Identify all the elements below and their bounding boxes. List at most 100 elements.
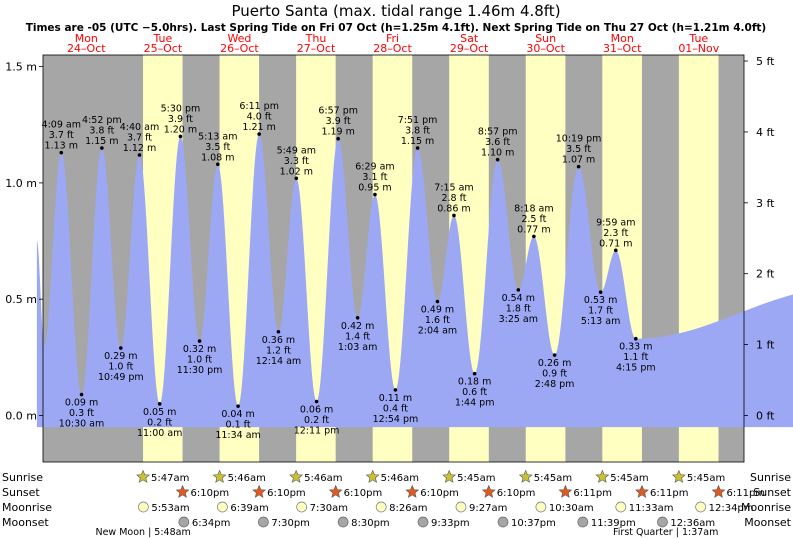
y-right-tick-label: 5 ft (756, 55, 775, 68)
low-tide-label: 0.36 m (262, 335, 295, 346)
high-tide-label: 1.10 m (481, 148, 514, 159)
day-header-date: 27–Oct (297, 42, 336, 55)
moonrise-row-label-right: Moonrise (741, 501, 791, 514)
low-tide-point-14 (314, 399, 319, 404)
high-tide-point-3 (100, 146, 104, 150)
sunrise-time: 5:46am (304, 473, 342, 484)
y-right-tick-label: 0 ft (756, 409, 775, 422)
sunset-star-icon (635, 484, 649, 498)
sunset-star-icon (328, 484, 343, 498)
low-tide-point-10 (236, 404, 240, 408)
sunrise-time: 5:45am (687, 473, 725, 484)
sunrise-time: 5:45am (534, 473, 572, 484)
y-left-tick-label: 1.5 m (5, 61, 37, 74)
day-header-date: 28–Oct (373, 42, 412, 55)
low-tide-point-4 (119, 346, 123, 350)
sunrise-star-icon (212, 469, 227, 483)
high-tide-label: 1.19 m (321, 127, 354, 138)
low-tide-label: 1.7 ft (588, 306, 613, 317)
day-header-date: 31–Oct (603, 42, 642, 55)
high-tide-label: 3.5 ft (566, 144, 591, 155)
sunset-row-label-left: Sunset (2, 486, 40, 499)
high-tide-label: 5:30 pm (161, 103, 201, 114)
low-tide-label: 0.09 m (65, 398, 98, 409)
low-tide-label: 1.2 ft (266, 345, 291, 356)
low-tide-label: 0.33 m (619, 342, 652, 353)
sunset-time: 6:11pm (650, 488, 689, 499)
moonrise-time: 8:26am (389, 503, 427, 514)
high-tide-label: 3.8 ft (89, 126, 114, 137)
low-tide-label: 4:15 pm (616, 363, 656, 374)
sunrise-time: 5:46am (381, 473, 419, 484)
moonrise-time: 6:39am (230, 503, 268, 514)
sunrise-time: 5:47am (151, 473, 189, 484)
high-tide-label: 3.8 ft (405, 126, 430, 137)
low-tide-point-26 (552, 353, 557, 357)
low-tide-label: 0.49 m (421, 305, 454, 316)
day-header-dow: Fri (386, 32, 399, 45)
moon-phase-label: New Moon | 5:48am (95, 527, 190, 538)
low-tide-label: 0.1 ft (226, 420, 251, 431)
low-tide-label: 0.32 m (183, 344, 216, 355)
low-tide-label: 11:34 am (215, 430, 260, 441)
low-tide-label: 1:44 pm (455, 398, 495, 409)
sunrise-star-icon (595, 469, 610, 483)
high-tide-label: 5:13 am (198, 131, 237, 142)
sunrise-star-icon (136, 469, 150, 483)
sunrise-time: 5:45am (610, 473, 648, 484)
low-tide-label: 0.2 ft (147, 417, 172, 428)
low-tide-point-2 (79, 392, 84, 397)
y-left-tick-label: 0.0 m (5, 409, 37, 422)
low-tide-point-8 (197, 339, 202, 343)
high-tide-label: 3.3 ft (284, 156, 309, 167)
low-tide-point-22 (472, 371, 477, 376)
moonset-icon (337, 516, 349, 528)
low-tide-label: 12:11 pm (294, 426, 340, 437)
low-tide-label: 0.3 ft (69, 408, 94, 419)
day-headers: Mon24–OctTue25–OctWed26–OctThu27–OctFri2… (67, 32, 720, 55)
low-tide-label: 1.6 ft (425, 315, 450, 326)
moonrise-time: 10:30am (549, 503, 594, 514)
high-tide-point-15 (336, 136, 340, 141)
high-tide-point-9 (216, 162, 220, 167)
moonset-time: 12:36am (670, 518, 715, 529)
moonset-time: 9:33pm (431, 518, 470, 529)
day-header-dow: Wed (227, 32, 251, 45)
high-tide-point-27 (576, 164, 581, 169)
low-tide-point-28 (598, 290, 603, 295)
sunset-star-icon (481, 484, 496, 498)
sunset-star-icon (405, 484, 420, 498)
high-tide-label: 6:57 pm (318, 106, 358, 117)
low-tide-label: 1:03 am (338, 342, 377, 353)
low-tide-label: 3:25 am (499, 314, 538, 325)
day-header-date: 26–Oct (220, 42, 259, 55)
high-tide-label: 1.07 m (562, 155, 595, 166)
high-tide-label: 3.6 ft (485, 137, 510, 148)
sunrise-time: 5:45am (457, 473, 495, 484)
low-tide-label: 0.53 m (584, 295, 617, 306)
moonset-icon (657, 516, 668, 528)
high-tide-point-11 (257, 132, 261, 136)
day-header-dow: Tue (688, 32, 708, 45)
high-tide-label: 8:57 pm (478, 127, 518, 138)
day-header-dow: Thu (305, 32, 327, 45)
sunset-time: 6:11pm (727, 488, 766, 499)
low-tide-point-20 (435, 299, 440, 304)
high-tide-label: 5:49 am (277, 145, 316, 156)
sunset-time: 6:10pm (497, 488, 536, 499)
high-tide-label: 1.15 m (401, 136, 434, 147)
high-tide-label: 3.7 ft (49, 130, 74, 141)
moonrise-icon (455, 501, 467, 513)
high-tide-label: 10:19 pm (556, 134, 602, 145)
sunrise-time: 5:46am (228, 473, 266, 484)
high-tide-label: 2.8 ft (441, 193, 466, 204)
high-tide-label: 2.3 ft (603, 228, 628, 239)
moonrise-row-label-left: Moonrise (2, 501, 52, 514)
high-tide-point-25 (532, 234, 536, 239)
sunset-time: 6:11pm (573, 488, 612, 499)
high-tide-point-17 (373, 192, 377, 197)
high-tide-label: 3.1 ft (362, 172, 387, 183)
high-tide-label: 3.9 ft (168, 114, 193, 125)
moonset-time: 10:37pm (511, 518, 556, 529)
sunrise-star-icon (671, 469, 686, 483)
